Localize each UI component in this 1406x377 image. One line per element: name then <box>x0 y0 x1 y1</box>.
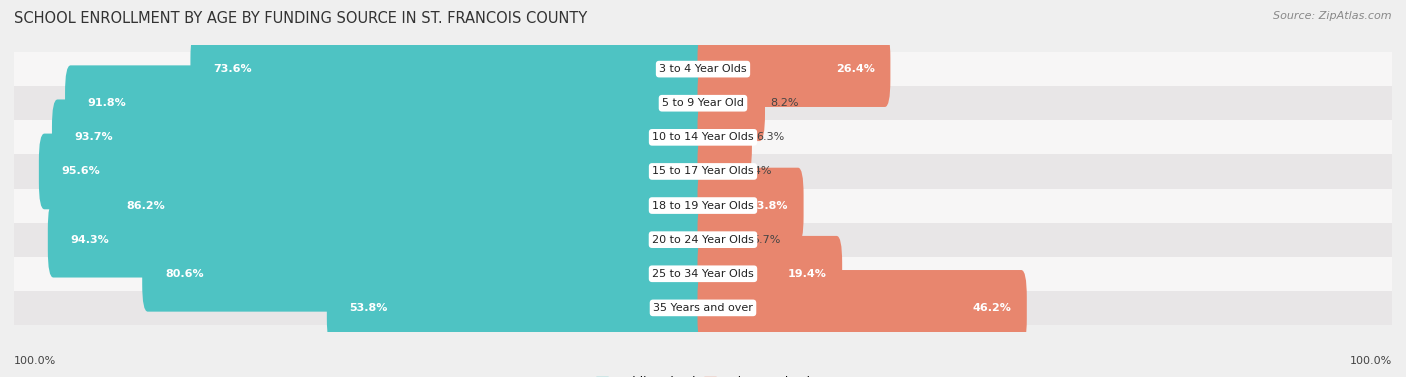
FancyBboxPatch shape <box>190 31 709 107</box>
FancyBboxPatch shape <box>697 202 748 277</box>
FancyBboxPatch shape <box>65 65 709 141</box>
Bar <box>14 155 1392 188</box>
Bar <box>14 86 1392 120</box>
Text: 35 Years and over: 35 Years and over <box>652 303 754 313</box>
Text: 13.8%: 13.8% <box>749 201 787 211</box>
Bar <box>14 257 1392 291</box>
Text: 53.8%: 53.8% <box>350 303 388 313</box>
FancyBboxPatch shape <box>697 100 752 175</box>
FancyBboxPatch shape <box>52 100 709 175</box>
FancyBboxPatch shape <box>142 236 709 312</box>
Text: 3 to 4 Year Olds: 3 to 4 Year Olds <box>659 64 747 74</box>
Bar <box>14 188 1392 222</box>
Text: 94.3%: 94.3% <box>70 234 110 245</box>
FancyBboxPatch shape <box>697 31 890 107</box>
Text: 20 to 24 Year Olds: 20 to 24 Year Olds <box>652 234 754 245</box>
Text: 86.2%: 86.2% <box>127 201 165 211</box>
Text: 5 to 9 Year Old: 5 to 9 Year Old <box>662 98 744 108</box>
Bar <box>14 222 1392 257</box>
Text: 95.6%: 95.6% <box>62 166 100 176</box>
FancyBboxPatch shape <box>104 168 709 244</box>
FancyBboxPatch shape <box>697 236 842 312</box>
Text: 19.4%: 19.4% <box>787 269 827 279</box>
Text: 91.8%: 91.8% <box>87 98 127 108</box>
Text: 73.6%: 73.6% <box>214 64 252 74</box>
Text: 25 to 34 Year Olds: 25 to 34 Year Olds <box>652 269 754 279</box>
Text: Source: ZipAtlas.com: Source: ZipAtlas.com <box>1274 11 1392 21</box>
Text: 4.4%: 4.4% <box>744 166 772 176</box>
FancyBboxPatch shape <box>39 133 709 209</box>
Text: SCHOOL ENROLLMENT BY AGE BY FUNDING SOURCE IN ST. FRANCOIS COUNTY: SCHOOL ENROLLMENT BY AGE BY FUNDING SOUR… <box>14 11 588 26</box>
Bar <box>14 120 1392 155</box>
Text: 15 to 17 Year Olds: 15 to 17 Year Olds <box>652 166 754 176</box>
FancyBboxPatch shape <box>697 270 1026 346</box>
Text: 10 to 14 Year Olds: 10 to 14 Year Olds <box>652 132 754 143</box>
FancyBboxPatch shape <box>697 168 804 244</box>
Bar <box>14 291 1392 325</box>
Text: 26.4%: 26.4% <box>835 64 875 74</box>
Text: 5.7%: 5.7% <box>752 234 780 245</box>
FancyBboxPatch shape <box>48 202 709 277</box>
Text: 100.0%: 100.0% <box>14 356 56 366</box>
Legend: Public School, Private School: Public School, Private School <box>596 376 810 377</box>
FancyBboxPatch shape <box>697 133 738 209</box>
FancyBboxPatch shape <box>326 270 709 346</box>
Text: 6.3%: 6.3% <box>756 132 785 143</box>
Text: 8.2%: 8.2% <box>770 98 799 108</box>
Text: 80.6%: 80.6% <box>165 269 204 279</box>
FancyBboxPatch shape <box>697 65 765 141</box>
Text: 46.2%: 46.2% <box>972 303 1011 313</box>
Text: 100.0%: 100.0% <box>1350 356 1392 366</box>
Text: 18 to 19 Year Olds: 18 to 19 Year Olds <box>652 201 754 211</box>
Text: 93.7%: 93.7% <box>75 132 114 143</box>
Bar <box>14 52 1392 86</box>
